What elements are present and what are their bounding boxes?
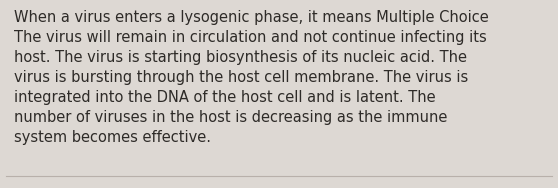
Text: When a virus enters a lysogenic phase, it means Multiple Choice
The virus will r: When a virus enters a lysogenic phase, i… [14,10,489,145]
